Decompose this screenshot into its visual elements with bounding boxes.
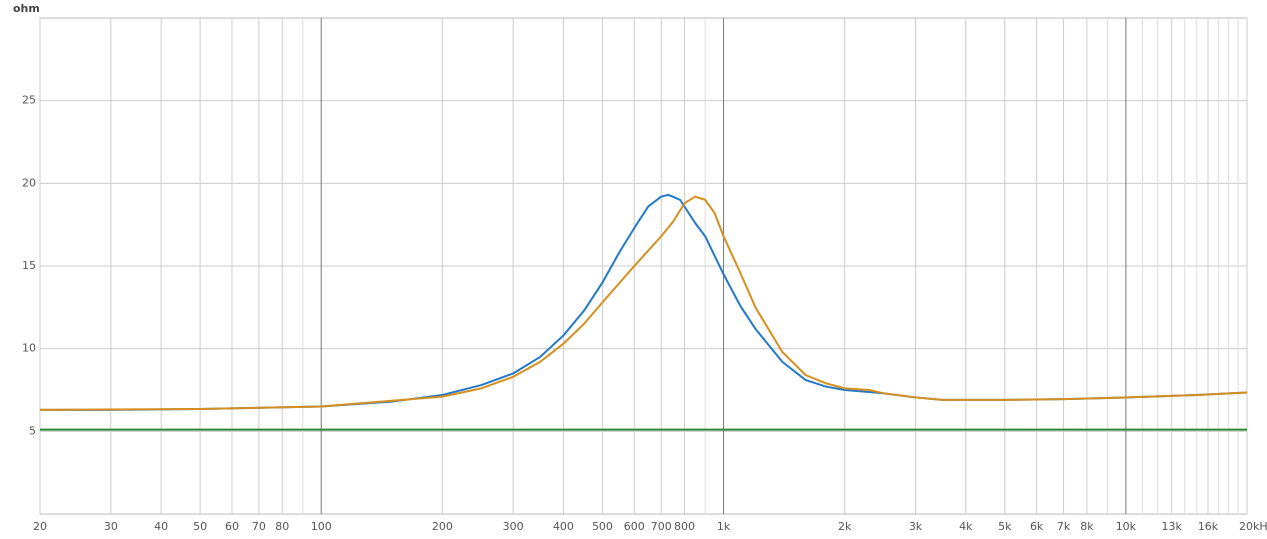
x-tick-label: 13k [1162, 520, 1183, 533]
x-tick-label: 50 [193, 520, 207, 533]
x-tick-label: 4k [959, 520, 973, 533]
x-tick-label: 2k [838, 520, 852, 533]
x-tick-label: 600 [624, 520, 645, 533]
x-tick-label: 8k [1080, 520, 1094, 533]
x-tick-label: 20kHz [1239, 520, 1267, 533]
x-tick-label: 200 [432, 520, 453, 533]
x-tick-label: 1k [717, 520, 731, 533]
y-tick-label: 15 [22, 259, 36, 272]
x-tick-label: 40 [154, 520, 168, 533]
x-tick-label: 7k [1057, 520, 1071, 533]
x-tick-label: 3k [909, 520, 923, 533]
y-tick-label: 20 [22, 176, 36, 189]
x-tick-label: 10k [1116, 520, 1137, 533]
x-tick-label: 30 [104, 520, 118, 533]
x-tick-label: 100 [311, 520, 332, 533]
x-tick-label: 500 [592, 520, 613, 533]
x-tick-label: 300 [503, 520, 524, 533]
x-tick-label: 20 [33, 520, 47, 533]
x-tick-label: 6k [1030, 520, 1044, 533]
x-tick-label: 800 [674, 520, 695, 533]
x-tick-label: 60 [225, 520, 239, 533]
x-tick-label: 16k [1198, 520, 1219, 533]
y-axis-label: ohm [13, 2, 40, 15]
x-tick-label: 5k [998, 520, 1012, 533]
y-tick-label: 5 [29, 424, 36, 437]
y-tick-label: 25 [22, 94, 36, 107]
impedance-line [40, 193, 1248, 411]
x-tick-label: 70 [252, 520, 266, 533]
x-tick-label: 700 [651, 520, 672, 533]
impedance-line [39, 195, 1248, 411]
x-tick-label: 400 [553, 520, 574, 533]
y-tick-label: 10 [22, 342, 36, 355]
x-tick-label: 80 [275, 520, 289, 533]
